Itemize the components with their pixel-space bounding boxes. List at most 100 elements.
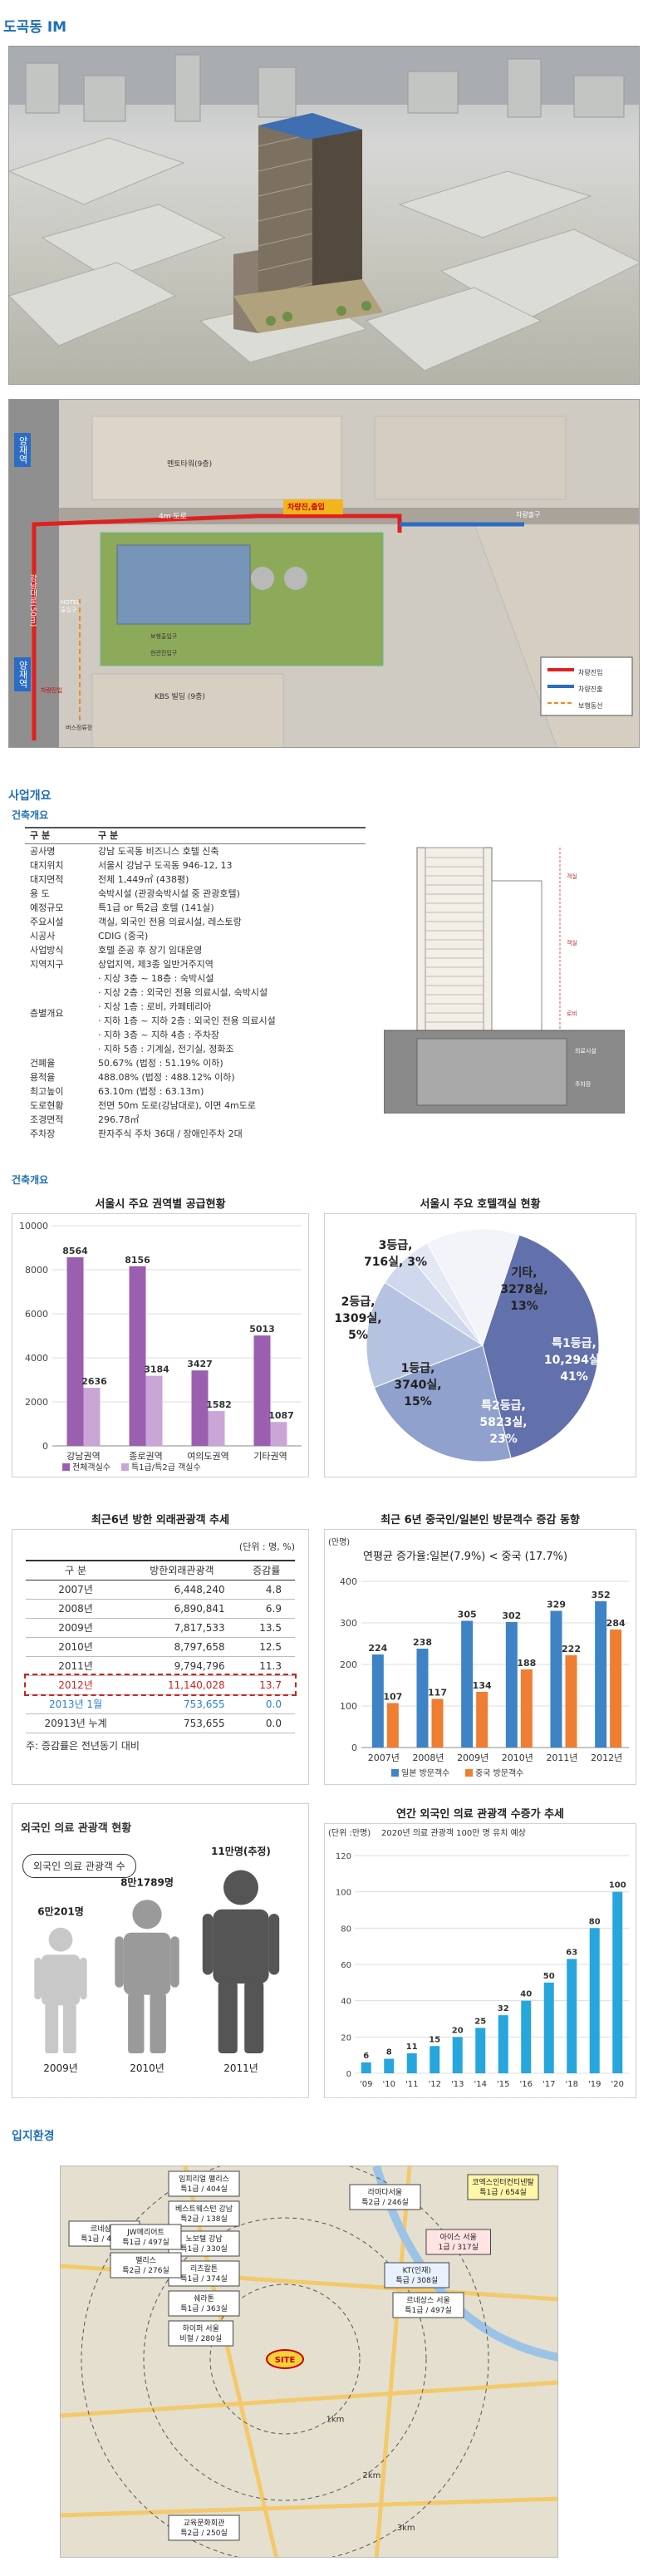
site-label-mentor: 멘토타워(9층) — [167, 460, 213, 469]
map-radius-ring — [143, 2217, 427, 2501]
map-hotel-label: 특2급 / 138실 — [180, 2215, 228, 2224]
table-row: 20913년 누계 753,655 0.0 — [26, 1713, 295, 1733]
table-row: 2007년 6,448,240 4.8 — [26, 1580, 295, 1600]
spec-row: 대지면적 전체 1,449㎡ (438평) — [25, 873, 366, 887]
table-tourist-title: 최근6년 방한 외래관광객 추세 — [91, 1514, 230, 1526]
y-tick-label: 6000 — [25, 1309, 48, 1320]
table-row: 2013년 1월 753,655 0.0 — [26, 1694, 295, 1714]
bar — [520, 1669, 533, 1748]
bar — [567, 1959, 577, 2073]
site-plan: 멘토타워(9층) 4m 도로 차량진,출입 차량출구 강남대로(50m) 양재역… — [8, 399, 640, 748]
bar — [66, 1257, 84, 1446]
col-header: 증감률 — [238, 1560, 295, 1581]
x-tick-label: '16 — [520, 2080, 533, 2089]
map-hotel-box — [168, 2170, 240, 2197]
map-hotel-box — [349, 2184, 421, 2210]
chart-hotel: 특1등급, 10,294실, 41% 특2등급, 5823실, 23% 1등급, 3740실,… — [324, 1213, 636, 1477]
map-hotel-label: JW메리어트 — [126, 2228, 164, 2237]
spec-row-floors: 층별개요 · 지상 3층 ~ 18층 : 숙박시설 · 지상 2층 : 외국인 전… — [25, 971, 366, 1056]
data-label: 284 — [606, 1618, 626, 1629]
site-label-north: 양재역 — [14, 433, 31, 467]
chart-cnjp-title: 최근 6년 중국인/일본인 방문객수 증감 동향 — [380, 1514, 580, 1526]
map-ring-label: 2km — [363, 2471, 381, 2480]
spec-value: 호텔 준공 후 장기 임대운영 — [98, 945, 203, 956]
y-tick-label: 40 — [341, 1998, 351, 2007]
chart-supply-title: 서울시 주요 권역별 공급현황 — [95, 1198, 226, 1211]
map-hotel-label: 특1급 / 497실 — [405, 2306, 452, 2315]
legend-swatch — [62, 1463, 70, 1471]
medical-status-bubble: 외국인 의료 관광객 수 — [22, 1854, 136, 1878]
floor-line: · 지상 2층 : 외국인 전용 의료시설, 숙박시설 — [98, 987, 268, 998]
pie-slice — [426, 1228, 520, 1347]
spec-key: 공사명 — [30, 846, 56, 857]
bar — [371, 1654, 384, 1748]
tourist-table: 구 분 방한외래관광객 증감률 2007년 6,448,240 4.8 2008년 6,… — [24, 1560, 297, 1733]
map-hotel-box — [168, 2290, 240, 2317]
y-axis-label: (만명) — [328, 1537, 350, 1547]
site-label-door2: 현관진입구 — [150, 650, 178, 656]
data-label: 25 — [474, 2017, 486, 2026]
spec-row: 주차장 판자주식 주차 36대 / 장애인주차 2대 — [25, 1127, 366, 1141]
map-hotel-label: 라마다서울 — [368, 2188, 402, 2197]
legend-swatch — [391, 1769, 399, 1777]
map-hotel-label: 노보텔 강남 — [185, 2234, 222, 2244]
person-year: 2009년 — [43, 2062, 78, 2074]
pie-label: 3278실, — [500, 1283, 547, 1296]
section-label: 객실 — [567, 940, 577, 946]
table-cell: 13.7 — [238, 1675, 295, 1695]
x-tick-label: '17 — [542, 2080, 555, 2089]
section-title-overview: 사업개요 — [8, 789, 52, 803]
pie-label: 1등급, — [401, 1362, 435, 1375]
table-cell: 20913년 누계 — [26, 1713, 126, 1733]
bar — [550, 1610, 562, 1748]
bar — [406, 2052, 417, 2073]
y-tick-label: 60 — [341, 1961, 351, 1970]
x-tick-label: '14 — [474, 2080, 487, 2089]
map-hotel-label: 1급 / 317실 — [439, 2243, 479, 2252]
bar — [129, 1266, 146, 1446]
data-label: 302 — [502, 1610, 521, 1621]
bar — [361, 2062, 371, 2073]
legend-label: 전체객실수 — [72, 1463, 110, 1472]
data-label: 15 — [429, 2035, 440, 2044]
site-label-exit: 차량출구 — [516, 511, 541, 519]
bar — [430, 2046, 440, 2073]
spec-key: 용적율 — [30, 1072, 56, 1083]
map-hotel-label: KT(인재) — [403, 2266, 431, 2275]
spec-table-header: 구 분 구 분 — [25, 827, 366, 844]
y-tick-label: 400 — [340, 1576, 357, 1587]
chart-medical-title: 연간 외국인 의료 관광객 수증가 추세 — [395, 1808, 565, 1821]
map-ring-label: 1km — [326, 2416, 345, 2425]
y-tick-label: 2000 — [25, 1397, 48, 1408]
legend-swatch — [121, 1463, 129, 1471]
table-cell: 2012년 — [26, 1675, 126, 1695]
chart-cnjp-svg: 0 100 200 300 400 2007년 224 107 2008년 238 117 2009년… — [328, 1537, 629, 1778]
table-row: 2010년 8,797,658 12.5 — [26, 1637, 295, 1657]
x-tick-label: 2010년 — [502, 1753, 533, 1763]
y-tick-label: 0 — [42, 1441, 48, 1452]
spec-key: 대지면적 — [30, 874, 64, 885]
site-label-kbs: KBS 빌딩 (9층) — [155, 693, 205, 701]
spec-key: 조경면적 — [30, 1114, 64, 1125]
data-label: 117 — [428, 1688, 447, 1698]
spec-row: 도로현황 전면 50m 도로(강남대로), 이면 4m도로 — [25, 1099, 366, 1113]
chart-cnjp: 0 100 200 300 400 2007년 224 107 2008년 238 117 2009년… — [324, 1529, 636, 1785]
x-tick-label: '12 — [429, 2080, 441, 2089]
table-cell: 2010년 — [26, 1637, 126, 1657]
table-cell: 13.5 — [238, 1618, 295, 1638]
map-hotel-label: 특1급 / 497실 — [122, 2238, 169, 2247]
spec-row: 시공사 CDIG (중국) — [25, 929, 366, 943]
floor-line: · 지상 1층 : 로비, 카페테리아 — [98, 1001, 212, 1012]
map-hotel-label: 리츠칼튼 — [190, 2264, 218, 2274]
spec-row: 주요시설 객실, 외국인 전용 의료시설, 레스토랑 — [25, 915, 366, 929]
site-label-entrance: 차량진,출입 — [287, 504, 325, 512]
data-label: 5013 — [249, 1324, 275, 1335]
spec-row: 최고높이 63.10m (법정 : 63.13m) — [25, 1084, 366, 1099]
data-label: 134 — [473, 1680, 492, 1691]
chart-hotel-title: 서울시 주요 호텔객실 현황 — [420, 1198, 541, 1211]
map-hotel-label: 임피리얼 팰리스 — [179, 2174, 229, 2184]
col-header: 방한외래관광객 — [125, 1560, 238, 1581]
location-map: 1km 2km 3km SITE 임피리얼 팰리스 특1급 / 404실 베스트웨스턴 강남… — [60, 2166, 558, 2558]
section-label: 객실 — [567, 873, 577, 880]
